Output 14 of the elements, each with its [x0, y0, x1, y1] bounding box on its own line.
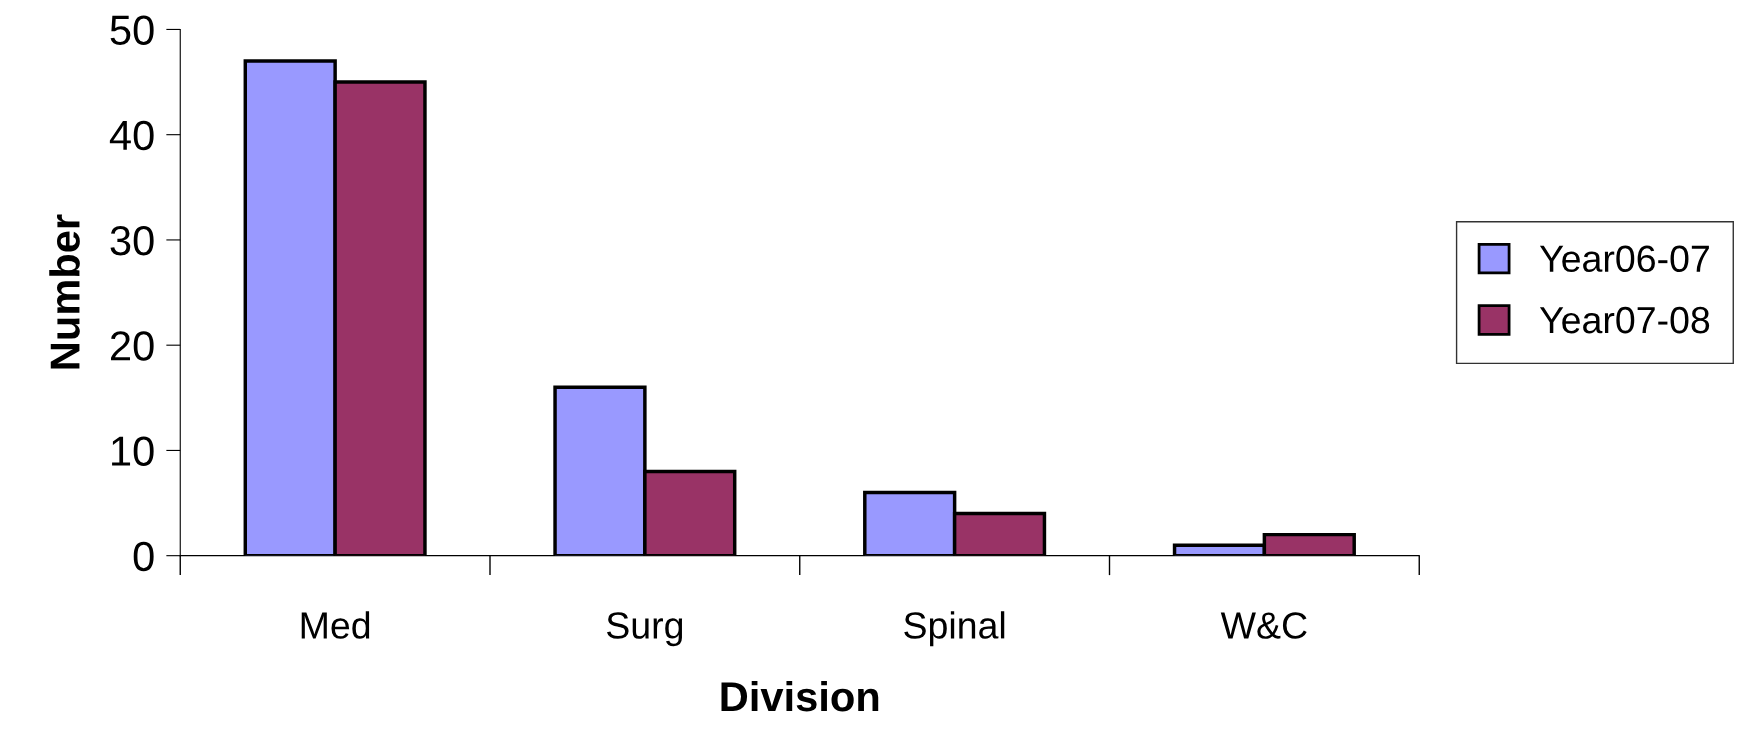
x-tick-label: W&C [1220, 612, 1307, 639]
y-tick-label: 40 [109, 120, 154, 151]
y-tick-label: 10 [112, 436, 154, 466]
y-tick-label: 50 [110, 15, 154, 45]
y-tick-label: 20 [111, 331, 154, 361]
x-tick-label: Med [301, 611, 370, 639]
x-tick-label: Surg [606, 612, 683, 647]
x-tick-label: Spinal [904, 611, 1005, 647]
x-axis-title: Division [721, 680, 879, 712]
y-axis-title: Number [49, 214, 80, 369]
legend-label: Year06-07 [1539, 245, 1709, 273]
y-tick-label: 30 [110, 225, 154, 256]
y-tick-label: 0 [133, 541, 154, 572]
legend-label: Year07-08 [1539, 306, 1710, 334]
